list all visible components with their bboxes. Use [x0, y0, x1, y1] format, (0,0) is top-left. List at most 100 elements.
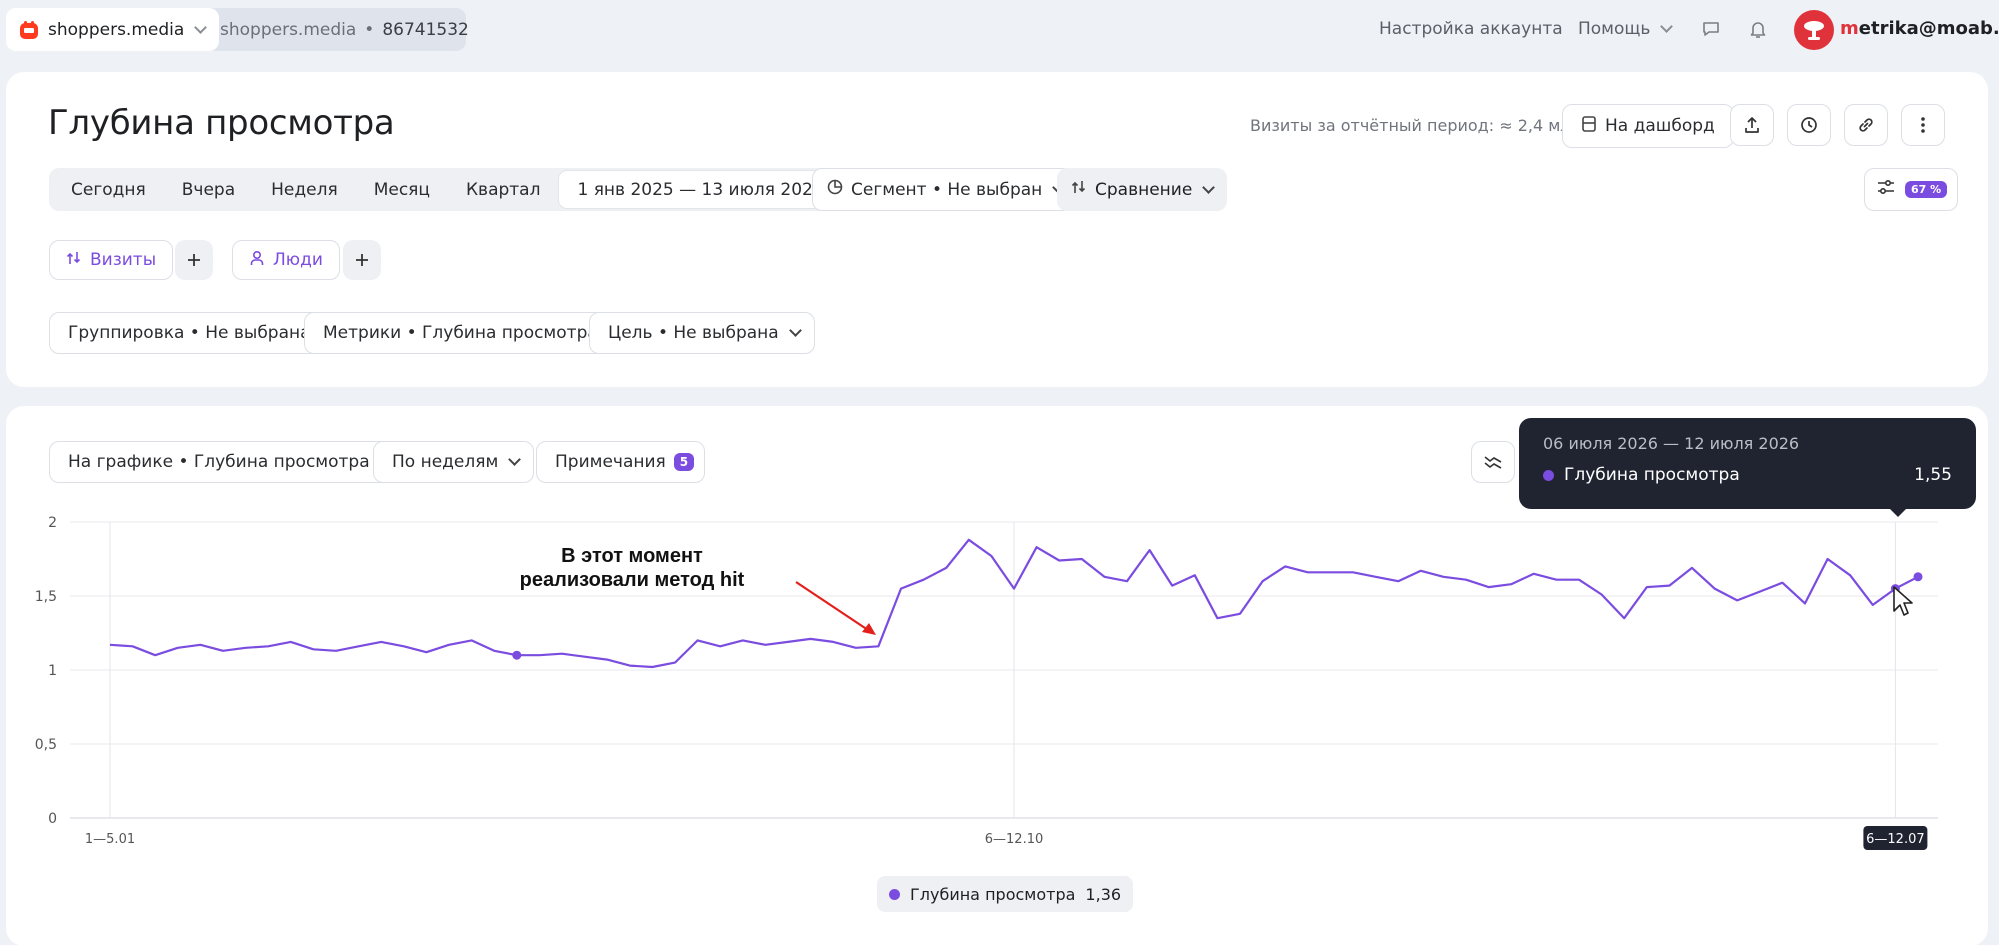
metrics-label: Метрики • Глубина просмотра [323, 323, 598, 343]
help-label: Помощь [1578, 19, 1651, 39]
visits-icon [66, 250, 82, 271]
chevron-down-icon [1202, 180, 1216, 194]
tooltip-pointer [1889, 508, 1907, 517]
chart-metric-label: На графике • Глубина просмотра [68, 452, 370, 472]
grouping-label: Группировка • Не выбрана [68, 323, 311, 343]
add-people-button[interactable] [343, 240, 381, 280]
tooltip-metric: Глубина просмотра [1564, 465, 1740, 485]
counter-selector[interactable]: shoppers.media • 86741532 [180, 8, 469, 51]
tab-week[interactable]: Неделя [271, 179, 338, 200]
avatar[interactable] [1794, 10, 1834, 50]
annotation-arrow-head [862, 623, 876, 635]
period-tabs: Сегодня Вчера Неделя Месяц Квартал 1 янв… [49, 168, 870, 211]
tooltip-series-dot [1543, 469, 1554, 481]
history-button[interactable] [1787, 104, 1831, 146]
clock-icon [1801, 117, 1817, 133]
dashboard-label: На дашборд [1605, 116, 1715, 136]
segment-icon [827, 179, 843, 200]
sampling-button[interactable]: 67 % [1864, 168, 1959, 211]
chevron-down-icon [1660, 20, 1674, 33]
notes-count-badge: 5 [673, 453, 695, 471]
counter-id: 86741532 [382, 19, 469, 40]
link-icon [1859, 118, 1873, 132]
sampling-badge: 67 % [1905, 181, 1948, 198]
visits-chip[interactable]: Визиты [49, 240, 174, 280]
comparison-label: Сравнение [1095, 179, 1193, 200]
tab-quarter[interactable]: Квартал [465, 179, 541, 200]
data-point-marker [512, 650, 522, 660]
plus-icon [356, 254, 368, 266]
annotation-line-1: В этот момент [561, 545, 703, 567]
upload-icon [1745, 117, 1759, 133]
metrika-logo-icon [18, 19, 40, 41]
grouping-filter[interactable]: Группировка • Не выбрана [49, 312, 330, 354]
metrics-filter[interactable]: Метрики • Глубина просмотра [304, 312, 617, 354]
tab-yesterday[interactable]: Вчера [181, 179, 236, 200]
chart-lines-icon [1484, 456, 1502, 469]
dashboard-icon [1581, 115, 1597, 138]
x-tick-label: 6—12.07 [1866, 832, 1925, 847]
goal-label: Цель • Не выбрана [608, 323, 779, 343]
account-settings-link[interactable]: Настройка аккаунта [1379, 19, 1563, 39]
sliders-icon [1877, 179, 1895, 200]
segment-selector[interactable]: Сегмент • Не выбран [812, 168, 1079, 211]
copy-link-button[interactable] [1844, 104, 1888, 146]
people-label: Люди [273, 250, 323, 270]
x-tick-label: 6—12.10 [985, 832, 1044, 847]
notes-button[interactable]: Примечания 5 [536, 441, 706, 483]
compare-icon [1071, 179, 1087, 200]
visits-info: Визиты за отчётный период: ≈ 2,4 млн [1250, 116, 1581, 135]
y-tick-label: 2 [48, 515, 57, 531]
person-icon [249, 250, 265, 271]
add-visits-button[interactable] [175, 240, 213, 280]
y-tick-label: 0,5 [35, 737, 57, 753]
visits-label: Визиты [90, 250, 157, 270]
legend-value: 1,36 [1085, 884, 1122, 904]
period-grouping-label: По неделям [392, 452, 499, 472]
legend-dot [889, 888, 900, 900]
help-menu[interactable]: Помощь [1578, 19, 1674, 39]
segment-label: Сегмент • Не выбран [851, 179, 1043, 200]
site-name: shoppers.media [48, 19, 185, 40]
goal-filter[interactable]: Цель • Не выбрана [589, 312, 815, 354]
plus-icon [188, 254, 200, 266]
people-chip[interactable]: Люди [232, 240, 340, 280]
more-button[interactable] [1901, 104, 1945, 146]
bell-icon[interactable] [1749, 19, 1767, 43]
annotation-arrow-line [795, 581, 869, 631]
date-range-label: 1 янв 2025 — 13 июля 2026 [577, 179, 824, 200]
chart-tooltip: 06 июля 2026 — 12 июля 2026 Глубина прос… [1519, 418, 1976, 517]
site-selector[interactable]: shoppers.media [6, 8, 220, 51]
export-button[interactable] [1730, 104, 1774, 146]
chart-metric-selector[interactable]: На графике • Глубина просмотра [49, 441, 406, 483]
y-axis: 2 1,5 1 0,5 0 [35, 515, 57, 827]
tab-month[interactable]: Месяц [373, 179, 430, 200]
chat-icon[interactable] [1702, 20, 1720, 42]
y-tick-label: 1,5 [35, 589, 57, 605]
dashboard-button[interactable]: На дашборд [1562, 104, 1734, 148]
annotation-line-2: реализовали метод hit [520, 569, 745, 591]
comparison-selector[interactable]: Сравнение [1057, 168, 1228, 211]
chart-legend[interactable]: Глубина просмотра 1,36 [877, 876, 1134, 912]
chevron-down-icon [508, 453, 522, 466]
page-title: Глубина просмотра [48, 103, 395, 143]
y-tick-label: 1 [48, 663, 57, 679]
chevron-down-icon [788, 324, 802, 337]
user-email-rest: etrika@moab.pro [1858, 18, 1999, 39]
user-email[interactable]: metrika@moab.pro [1840, 18, 1999, 39]
chart-type-button[interactable] [1471, 441, 1515, 483]
legend-name: Глубина просмотра [910, 884, 1076, 904]
counter-site: shoppers.media [220, 19, 357, 40]
more-vertical-icon [1921, 117, 1925, 133]
tooltip-value: 1,55 [1914, 465, 1952, 485]
chevron-down-icon [194, 20, 208, 34]
user-email-accent: m [1840, 18, 1859, 39]
notes-label: Примечания [555, 452, 666, 472]
counter-separator: • [364, 19, 375, 40]
y-tick-label: 0 [48, 811, 57, 827]
series-line-depth [109, 538, 1919, 669]
x-tick-highlight [1863, 826, 1928, 850]
tab-today[interactable]: Сегодня [71, 179, 146, 200]
period-grouping-selector[interactable]: По неделям [373, 441, 535, 483]
